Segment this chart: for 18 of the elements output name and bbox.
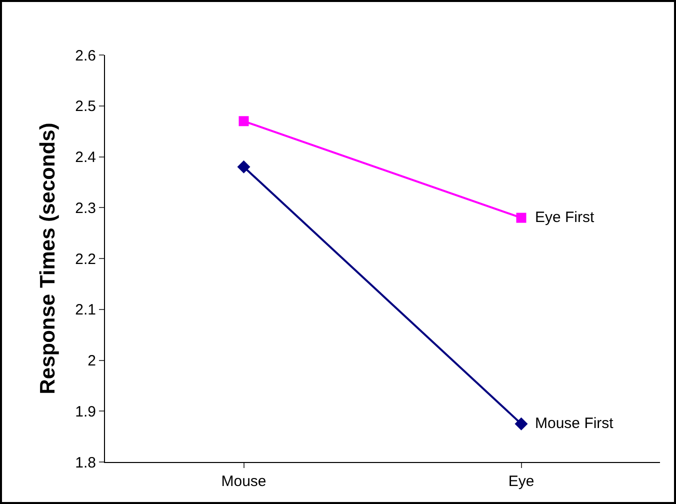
y-axis-title: Response Times (seconds) [36, 122, 60, 394]
y-tick-label: 2.5 [75, 98, 96, 116]
y-tick-label: 2.2 [75, 250, 96, 268]
series-label: Mouse First [535, 415, 614, 432]
y-tick-label: 2.3 [75, 200, 96, 217]
point [516, 212, 526, 223]
point [514, 417, 528, 430]
x-tick-label: Eye [508, 473, 534, 490]
y-tick-label: 2 [88, 352, 96, 370]
y-tick-label: 2.4 [75, 149, 96, 166]
x-tick-label: Mouse [221, 473, 266, 490]
point [237, 160, 250, 174]
point [238, 116, 249, 126]
y-tick-label: 1.8 [75, 454, 96, 472]
y-tick-label: 1.9 [75, 403, 96, 420]
series-label: Eye First [535, 209, 596, 226]
y-tick-label: 2.6 [75, 47, 96, 64]
y-tick-label: 2.1 [75, 302, 96, 319]
